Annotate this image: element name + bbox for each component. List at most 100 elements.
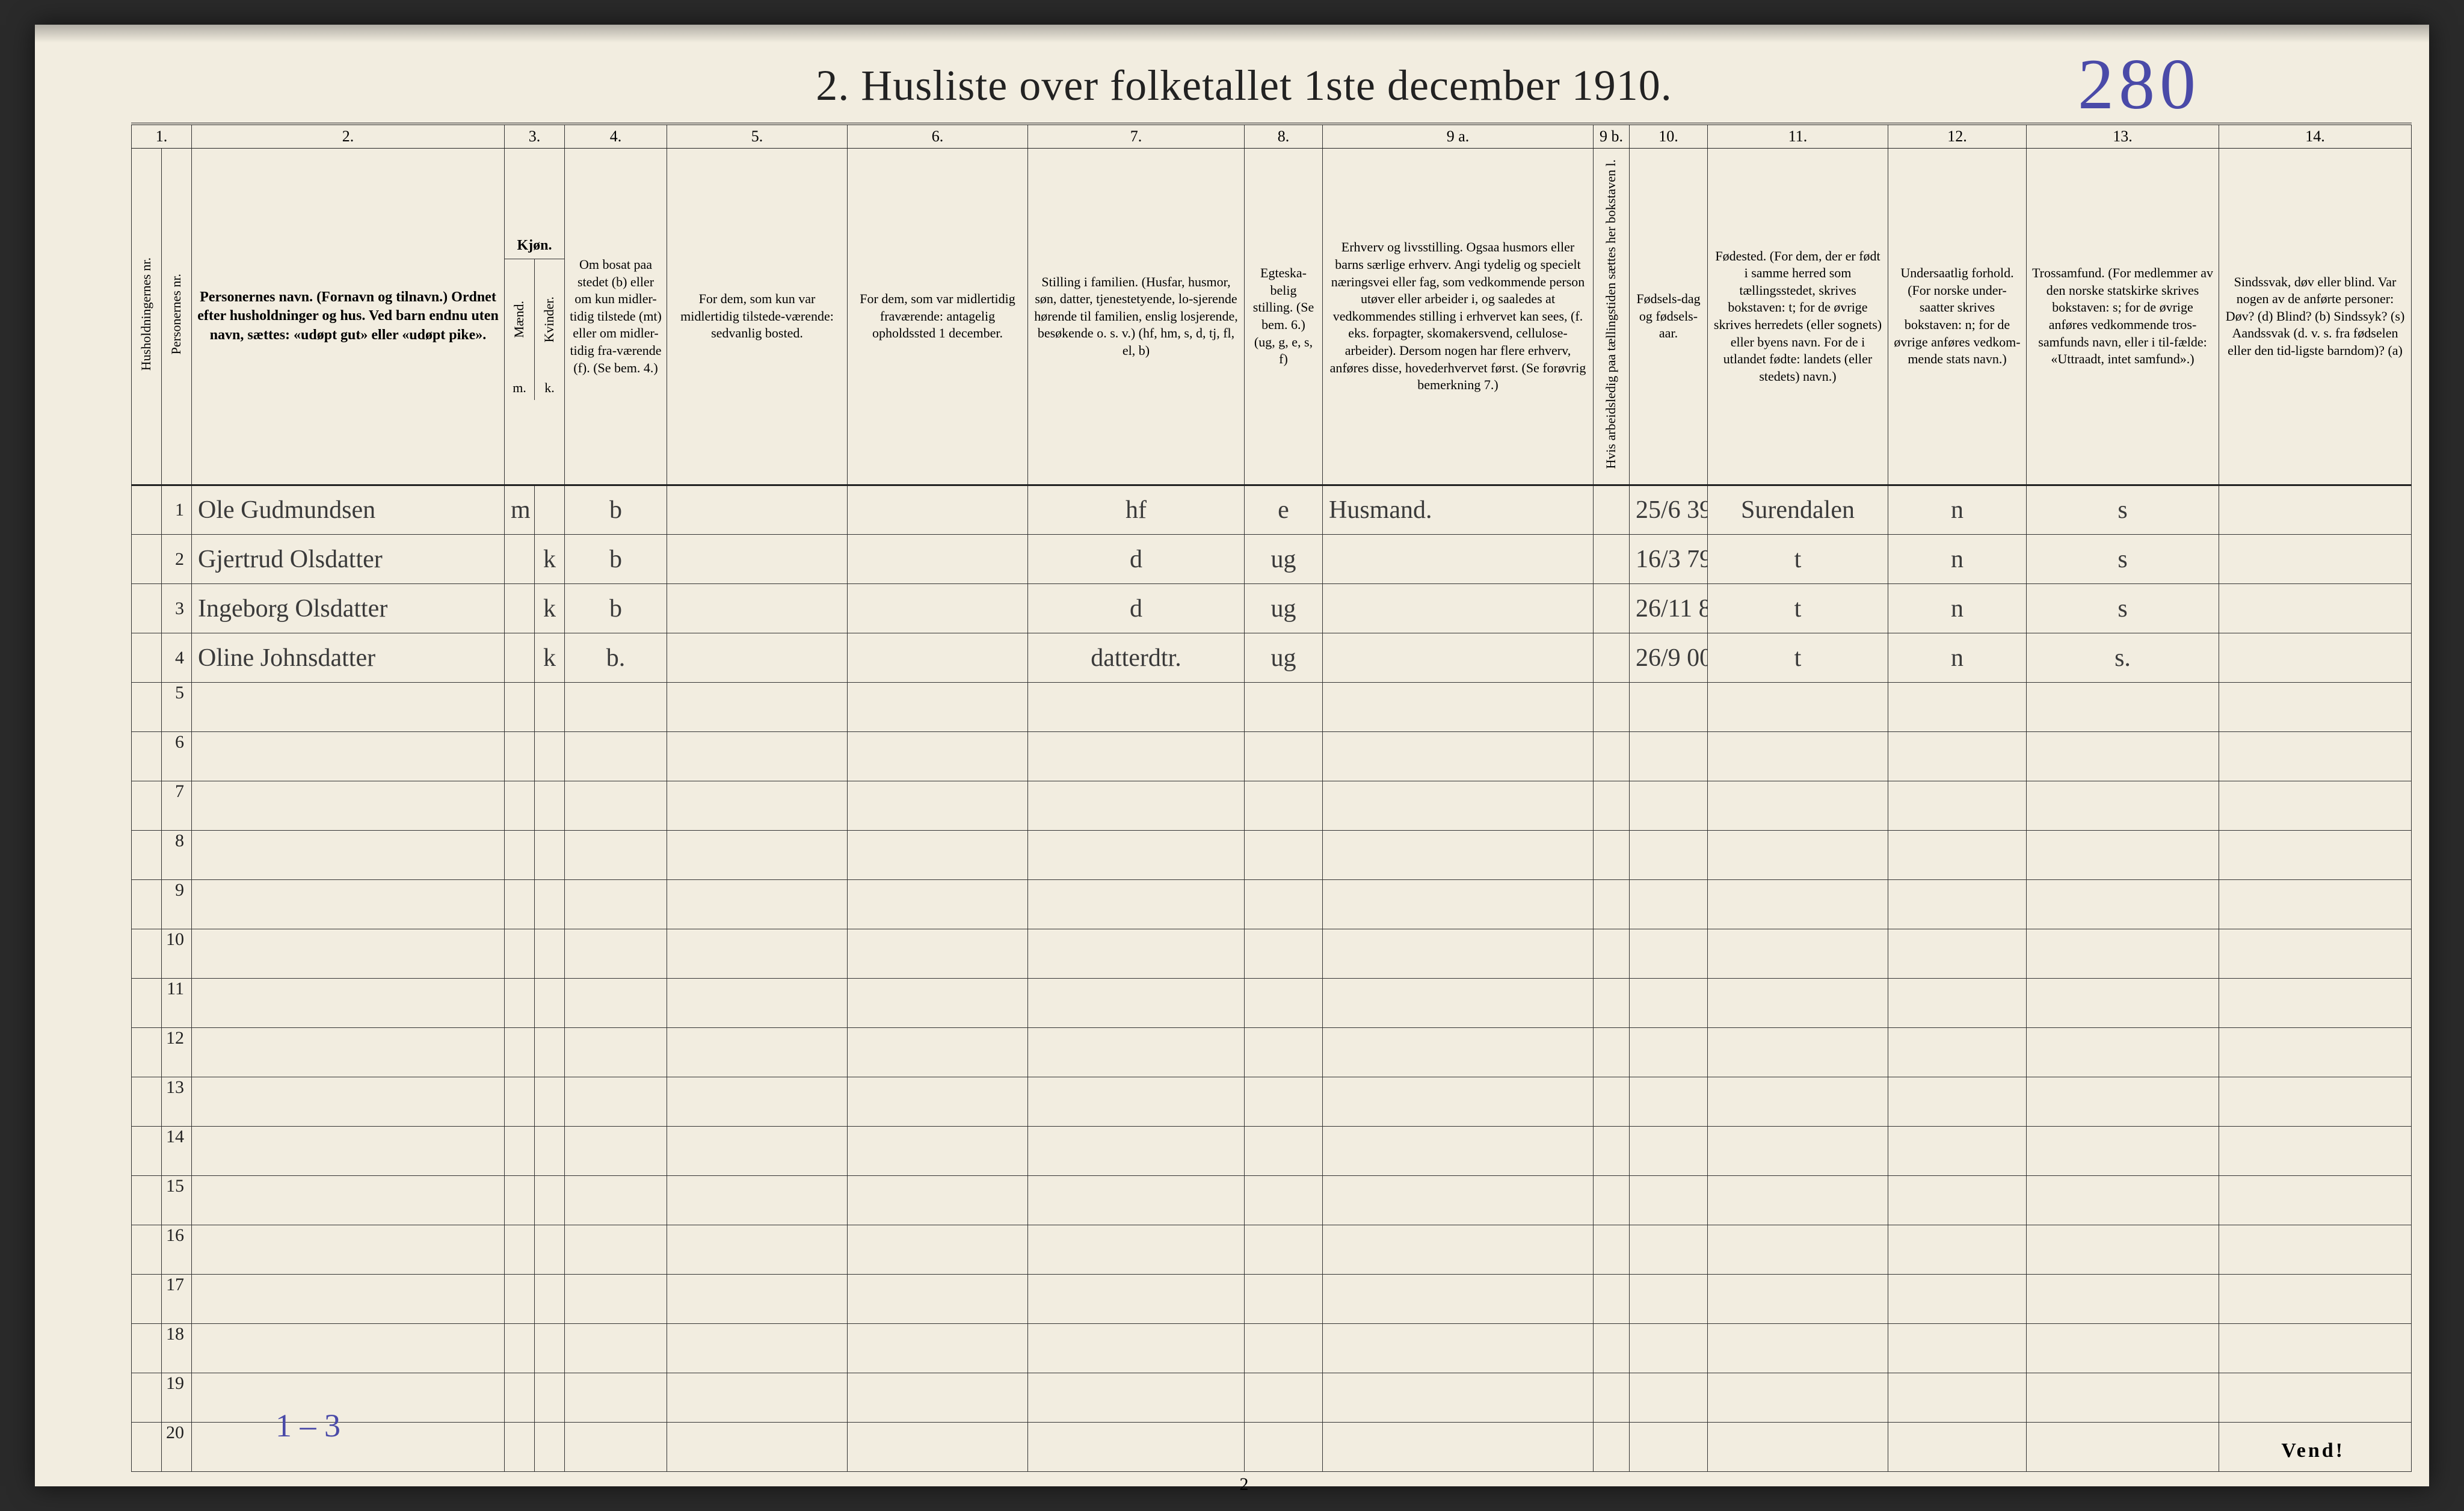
cell-empty bbox=[505, 1373, 535, 1423]
hdr-person-nr: Personernes nr. bbox=[162, 149, 192, 485]
cell-empty bbox=[848, 732, 1028, 781]
cell-empty bbox=[1630, 1225, 1708, 1275]
cell-empty bbox=[1323, 781, 1594, 831]
cell-empty bbox=[1630, 880, 1708, 929]
cell-absent bbox=[667, 584, 848, 633]
table-row: 8 bbox=[132, 831, 2412, 880]
cell-empty bbox=[1888, 1077, 2027, 1127]
cell-person-nr: 9 bbox=[162, 880, 192, 929]
cell-empty bbox=[192, 979, 505, 1028]
cell-empty bbox=[505, 1028, 535, 1077]
cell-hh bbox=[132, 1324, 162, 1373]
cell-nationality: n bbox=[1888, 584, 2027, 633]
cell-person-nr: 15 bbox=[162, 1176, 192, 1225]
cell-empty bbox=[1594, 1127, 1630, 1176]
cell-empty bbox=[565, 1225, 667, 1275]
cell-empty bbox=[1323, 929, 1594, 979]
cell-empty bbox=[1594, 880, 1630, 929]
cell-empty bbox=[667, 929, 848, 979]
cell-empty bbox=[2027, 1324, 2219, 1373]
cell-empty bbox=[535, 1176, 565, 1225]
cell-empty bbox=[848, 1176, 1028, 1225]
hdr-marital: Egteska-belig stilling. (Se bem. 6.) (ug… bbox=[1245, 149, 1323, 485]
table-row: 4Oline Johnsdatterkb.datterdtr.ug26/9 00… bbox=[132, 633, 2412, 683]
cell-hh bbox=[132, 1423, 162, 1472]
cell-empty bbox=[565, 929, 667, 979]
cell-marital: ug bbox=[1245, 633, 1323, 683]
cell-person-nr: 11 bbox=[162, 979, 192, 1028]
table-row: 11 bbox=[132, 979, 2412, 1028]
cell-occupation bbox=[1323, 535, 1594, 584]
cell-empty bbox=[1594, 1225, 1630, 1275]
cell-sex-m: m bbox=[505, 485, 535, 535]
cell-person-nr: 2 bbox=[162, 535, 192, 584]
hdr-9b: Hvis arbeidsledig paa tællingstiden sætt… bbox=[1594, 149, 1630, 485]
cell-empty bbox=[1028, 979, 1245, 1028]
colnum: 9 a. bbox=[1323, 124, 1594, 149]
cell-empty bbox=[1708, 1127, 1888, 1176]
cell-empty bbox=[1888, 979, 2027, 1028]
cell-9b bbox=[1594, 633, 1630, 683]
cell-empty bbox=[505, 979, 535, 1028]
cell-empty bbox=[1888, 683, 2027, 732]
cell-empty bbox=[1708, 1324, 1888, 1373]
cell-occupation bbox=[1323, 584, 1594, 633]
cell-empty bbox=[667, 1127, 848, 1176]
table-row: 1Ole GudmundsenmbhfeHusmand.25/6 39Suren… bbox=[132, 485, 2412, 535]
cell-empty bbox=[2027, 683, 2219, 732]
cell-present bbox=[848, 633, 1028, 683]
cell-empty bbox=[192, 831, 505, 880]
cell-empty bbox=[1708, 1028, 1888, 1077]
cell-empty bbox=[1245, 929, 1323, 979]
footer-handwritten: 1 – 3 bbox=[276, 1407, 340, 1444]
cell-empty bbox=[192, 880, 505, 929]
cell-hh bbox=[132, 929, 162, 979]
hdr-present: For dem, som var midlertidig fraværende:… bbox=[848, 149, 1028, 485]
cell-empty bbox=[2219, 781, 2412, 831]
cell-empty bbox=[192, 1275, 505, 1324]
cell-empty bbox=[1888, 1225, 2027, 1275]
cell-hh bbox=[132, 1127, 162, 1176]
cell-empty bbox=[667, 1275, 848, 1324]
cell-empty bbox=[1245, 1275, 1323, 1324]
cell-person-nr: 18 bbox=[162, 1324, 192, 1373]
cell-birthdate: 16/3 79 bbox=[1630, 535, 1708, 584]
cell-disability bbox=[2219, 633, 2412, 683]
table-row: 10 bbox=[132, 929, 2412, 979]
cell-empty bbox=[1594, 1028, 1630, 1077]
cell-empty bbox=[535, 880, 565, 929]
cell-empty bbox=[667, 1225, 848, 1275]
cell-family-pos: datterdtr. bbox=[1028, 633, 1245, 683]
page-title: 2. Husliste over folketallet 1ste decemb… bbox=[816, 61, 1672, 111]
cell-empty bbox=[1708, 1176, 1888, 1225]
cell-empty bbox=[505, 831, 535, 880]
cell-empty bbox=[192, 781, 505, 831]
cell-empty bbox=[1245, 1423, 1323, 1472]
table-row: 18 bbox=[132, 1324, 2412, 1373]
cell-empty bbox=[565, 1028, 667, 1077]
cell-empty bbox=[1888, 1127, 2027, 1176]
cell-empty bbox=[848, 1373, 1028, 1423]
cell-nationality: n bbox=[1888, 633, 2027, 683]
cell-empty bbox=[1323, 979, 1594, 1028]
cell-present bbox=[848, 485, 1028, 535]
cell-empty bbox=[667, 1324, 848, 1373]
cell-person-nr: 10 bbox=[162, 929, 192, 979]
cell-empty bbox=[1323, 1423, 1594, 1472]
table-row: 3Ingeborg Olsdatterkbdug26/11 85tns bbox=[132, 584, 2412, 633]
cell-hh bbox=[132, 1373, 162, 1423]
cell-present bbox=[848, 584, 1028, 633]
cell-empty bbox=[1245, 1028, 1323, 1077]
cell-empty bbox=[535, 1028, 565, 1077]
cell-nationality: n bbox=[1888, 535, 2027, 584]
cell-empty bbox=[2027, 1077, 2219, 1127]
cell-empty bbox=[2219, 1077, 2412, 1127]
cell-person-nr: 13 bbox=[162, 1077, 192, 1127]
table-row: 12 bbox=[132, 1028, 2412, 1077]
cell-empty bbox=[1630, 732, 1708, 781]
cell-empty bbox=[2219, 683, 2412, 732]
cell-empty bbox=[565, 831, 667, 880]
cell-empty bbox=[667, 880, 848, 929]
cell-occupation bbox=[1323, 633, 1594, 683]
cell-empty bbox=[1594, 1176, 1630, 1225]
